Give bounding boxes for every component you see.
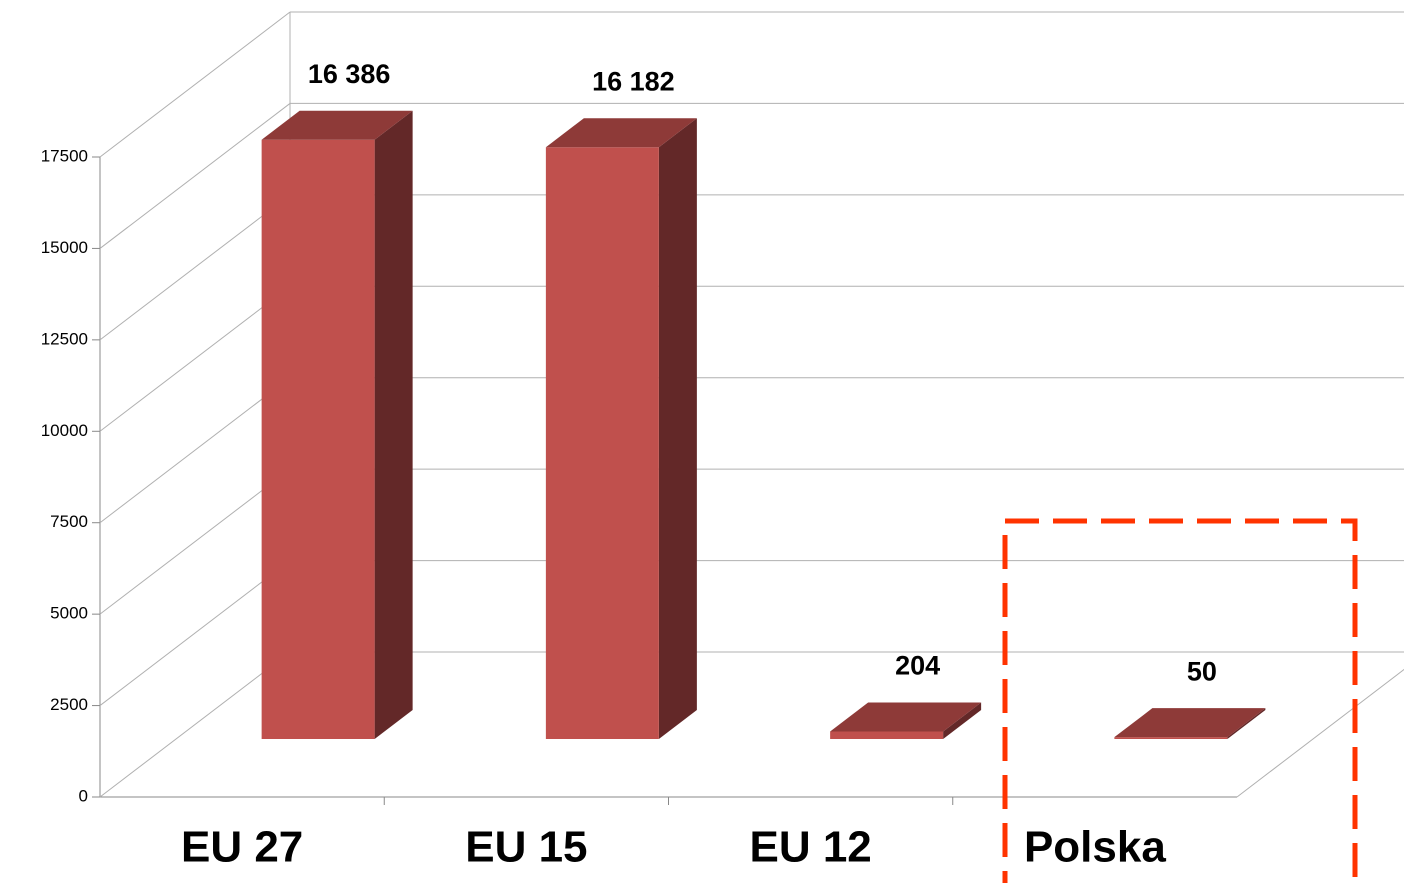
bar-side <box>658 118 697 739</box>
value-label: 16 182 <box>592 66 675 96</box>
bar-top <box>1114 708 1266 738</box>
grid-line <box>99 103 291 249</box>
y-tick-label: 12500 <box>41 329 88 348</box>
grid-line <box>99 194 291 341</box>
x-tick-label: EU 12 <box>749 823 871 872</box>
x-tick-label: Polska <box>1024 823 1166 872</box>
y-tick-label: 15000 <box>41 238 88 257</box>
grid-line <box>99 468 291 615</box>
axis-line <box>1236 668 1404 798</box>
y-tick-label: 7500 <box>50 512 88 531</box>
bar-top <box>545 118 697 148</box>
bar-front <box>261 139 375 739</box>
grid-line <box>99 560 291 706</box>
bar-side <box>1227 708 1266 739</box>
x-tick-label: EU 15 <box>465 823 587 872</box>
y-tick-label: 10000 <box>41 421 88 440</box>
bar-side <box>943 702 982 739</box>
y-tick-label: 2500 <box>50 695 88 714</box>
value-label: 16 386 <box>308 59 391 89</box>
highlight-box <box>1002 518 1358 883</box>
bar-top <box>261 110 413 140</box>
grid-line <box>99 285 291 432</box>
grid-line <box>99 651 291 798</box>
bar-side <box>374 110 413 739</box>
value-label: 204 <box>895 651 940 681</box>
grid-line <box>99 377 291 524</box>
bar-front <box>545 147 659 739</box>
bar-top <box>830 702 982 732</box>
x-tick-label: EU 27 <box>181 823 303 872</box>
y-tick-label: 17500 <box>41 146 88 165</box>
bar-front <box>1114 737 1228 739</box>
bar-front <box>830 731 944 739</box>
value-label: 50 <box>1187 656 1217 686</box>
y-tick-label: 0 <box>79 786 88 805</box>
y-tick-label: 5000 <box>50 604 88 623</box>
grid-line <box>99 11 291 158</box>
